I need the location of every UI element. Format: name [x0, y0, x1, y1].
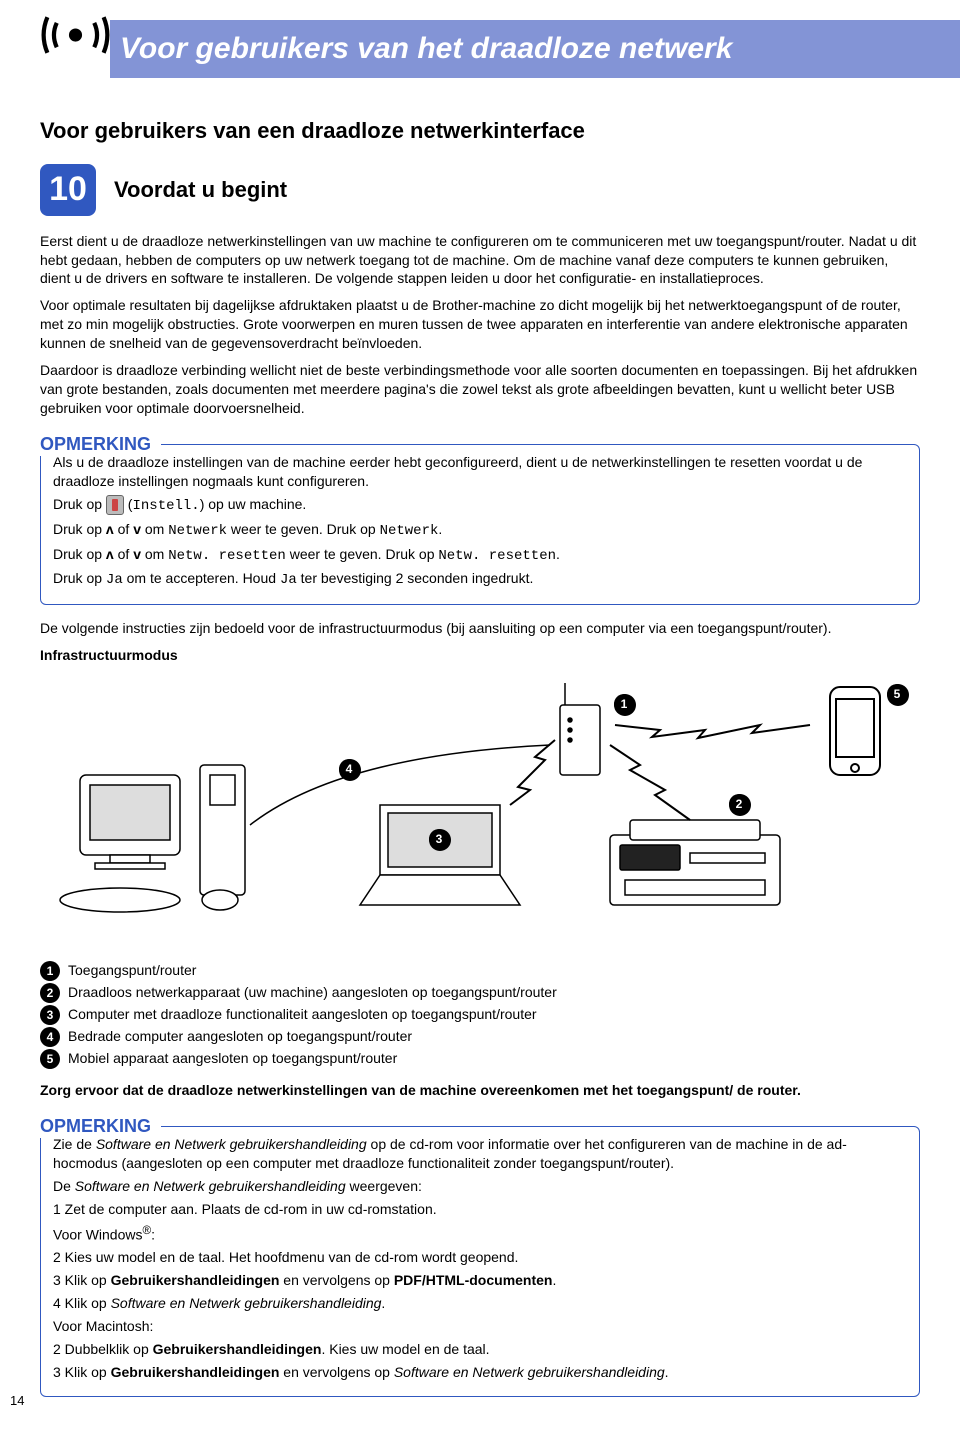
note1-line5: Druk op Ja om te accepteren. Houd Ja ter…	[53, 569, 907, 590]
caret-up-icon: ʌ	[106, 546, 114, 562]
legend-row: 2Draadloos netwerkapparaat (uw machine) …	[40, 983, 920, 1003]
note2-l5: 2 Kies uw model en de taal. Het hoofdmen…	[53, 1248, 907, 1267]
step-number-badge: 10	[40, 164, 96, 216]
page-banner: Voor gebruikers van het draadloze netwer…	[110, 20, 960, 78]
paragraph-3: Daardoor is draadloze verbinding wellich…	[40, 361, 920, 418]
note2-l4: Voor Windows®:	[53, 1223, 907, 1245]
banner-title: Voor gebruikers van het draadloze netwer…	[120, 29, 732, 70]
infra-label: Infrastructuurmodus	[40, 646, 920, 665]
note1-heading: OPMERKING	[40, 432, 161, 456]
legend-row: 1Toegangspunt/router	[40, 961, 920, 981]
note1-line2: Druk op (Instell.) op uw machine.	[53, 495, 907, 516]
paragraph-2: Voor optimale resultaten bij dagelijkse …	[40, 296, 920, 353]
diagram-legend: 1Toegangspunt/router 2Draadloos netwerka…	[40, 961, 920, 1069]
step-header: 10 Voordat u begint	[40, 164, 920, 216]
note2-box: Zie de Software en Netwerk gebruikershan…	[40, 1126, 920, 1396]
caret-down-icon: v	[133, 521, 141, 537]
note1-line3: Druk op ʌ of v om Netwerk weer te geven.…	[53, 520, 907, 541]
page-number: 14	[10, 1392, 24, 1410]
note1-line1: Als u de draadloze instellingen van de m…	[53, 453, 907, 491]
diagram-marker-1: 1	[614, 694, 634, 714]
caret-down-icon: v	[133, 546, 141, 562]
settings-icon	[106, 495, 124, 515]
legend-row: 5Mobiel apparaat aangesloten op toegangs…	[40, 1049, 920, 1069]
note2-l9: 2 Dubbelklik op Gebruikershandleidingen.…	[53, 1340, 907, 1359]
note1-line4: Druk op ʌ of v om Netw. resetten weer te…	[53, 545, 907, 566]
note2-l1: Zie de Software en Netwerk gebruikershan…	[53, 1135, 907, 1173]
note2-l3: 1 Zet de computer aan. Plaats de cd-rom …	[53, 1200, 907, 1219]
legend-row: 3Computer met draadloze functionaliteit …	[40, 1005, 920, 1025]
note2-l7: 4 Klik op Software en Netwerk gebruikers…	[53, 1294, 907, 1313]
note2-l10: 3 Klik op Gebruikershandleidingen en ver…	[53, 1363, 907, 1382]
note2-heading: OPMERKING	[40, 1114, 161, 1138]
diagram-marker-5: 5	[887, 684, 907, 704]
paragraph-1: Eerst dient u de draadloze netwerkinstel…	[40, 232, 920, 289]
section-subtitle: Voor gebruikers van een draadloze netwer…	[40, 116, 920, 146]
diagram-marker-4: 4	[339, 759, 359, 779]
diagram-marker-2: 2	[729, 794, 749, 814]
note1-box: Als u de draadloze instellingen van de m…	[40, 444, 920, 605]
after-note-text: De volgende instructies zijn bedoeld voo…	[40, 619, 920, 638]
infrastructure-diagram: 1 5 2 3 4	[40, 675, 920, 945]
legend-row: 4Bedrade computer aangesloten op toegang…	[40, 1027, 920, 1047]
note2-l6: 3 Klik op Gebruikershandleidingen en ver…	[53, 1271, 907, 1290]
wifi-icon	[38, 8, 113, 68]
warning-text: Zorg ervoor dat de draadloze netwerkinst…	[40, 1081, 920, 1100]
note2-l8: Voor Macintosh:	[53, 1317, 907, 1336]
diagram-marker-3: 3	[429, 829, 449, 849]
caret-up-icon: ʌ	[106, 521, 114, 537]
note2-l2: De Software en Netwerk gebruikershandlei…	[53, 1177, 907, 1196]
step-title: Voordat u begint	[114, 175, 287, 205]
